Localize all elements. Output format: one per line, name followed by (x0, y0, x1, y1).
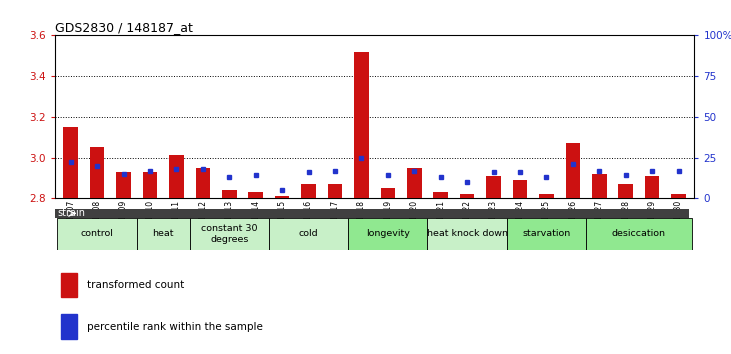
Bar (354, 52, 368, 198)
Bar (189, 218, 269, 250)
Bar (507, 218, 586, 250)
Bar (539, 194, 553, 198)
Bar (407, 168, 422, 198)
Bar (55, 209, 689, 218)
Text: constant 30
degrees: constant 30 degrees (201, 224, 257, 244)
Bar (269, 218, 348, 250)
Bar (58, 218, 137, 250)
Text: heat: heat (153, 229, 174, 238)
Bar (327, 184, 342, 198)
Bar (143, 172, 157, 198)
Bar (592, 174, 607, 198)
Bar (169, 155, 183, 198)
Bar (64, 127, 78, 198)
Bar (586, 218, 692, 250)
Bar (348, 218, 428, 250)
Text: GDS2830 / 148187_at: GDS2830 / 148187_at (55, 21, 193, 34)
Text: longevity: longevity (366, 229, 410, 238)
Text: strain: strain (58, 209, 86, 218)
Text: transformed count: transformed count (87, 280, 184, 290)
Text: heat knock down: heat knock down (427, 229, 507, 238)
Text: cold: cold (299, 229, 319, 238)
Bar (222, 190, 237, 198)
Bar (137, 218, 189, 250)
Bar (249, 192, 263, 198)
Bar (275, 196, 289, 198)
Bar (512, 180, 527, 198)
Bar (381, 188, 395, 198)
Bar (301, 184, 316, 198)
Bar (566, 143, 580, 198)
Text: percentile rank within the sample: percentile rank within the sample (87, 321, 262, 332)
Bar (460, 194, 474, 198)
Bar (618, 184, 633, 198)
Bar (486, 176, 501, 198)
Bar (90, 147, 105, 198)
Bar (61, 314, 77, 339)
Text: control: control (80, 229, 113, 238)
Bar (196, 168, 210, 198)
Text: desiccation: desiccation (612, 229, 666, 238)
Bar (116, 172, 131, 198)
Bar (645, 176, 659, 198)
Text: starvation: starvation (523, 229, 571, 238)
Bar (671, 194, 686, 198)
Bar (433, 192, 448, 198)
Bar (428, 218, 507, 250)
Bar (61, 273, 77, 297)
